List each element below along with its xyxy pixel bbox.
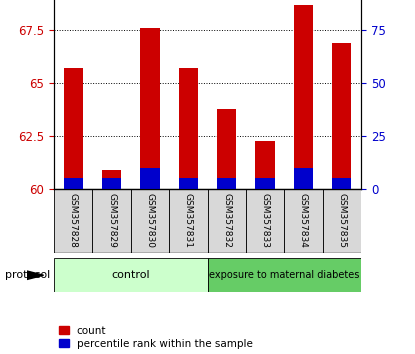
Text: GSM357829: GSM357829 (107, 193, 116, 247)
Text: GSM357834: GSM357834 (299, 193, 308, 247)
Bar (179, 68, 198, 189)
Bar (217, 178, 236, 189)
Bar (332, 178, 352, 189)
Bar (208, 189, 246, 253)
Bar (208, 258, 361, 292)
Text: GSM357828: GSM357828 (68, 193, 78, 247)
Text: GSM357830: GSM357830 (145, 193, 154, 247)
Bar (294, 168, 313, 189)
Bar (102, 178, 121, 189)
Bar (323, 189, 361, 253)
Text: exposure to maternal diabetes: exposure to maternal diabetes (209, 270, 359, 280)
Bar (140, 168, 159, 189)
Bar (294, 5, 313, 189)
Bar (179, 178, 198, 189)
Text: GSM357833: GSM357833 (261, 193, 270, 247)
Bar (102, 170, 121, 189)
Legend: count, percentile rank within the sample: count, percentile rank within the sample (59, 326, 253, 349)
Bar (246, 189, 284, 253)
Bar (256, 141, 275, 189)
Bar (256, 178, 275, 189)
Text: protocol: protocol (5, 270, 50, 280)
Bar (131, 189, 169, 253)
Bar (332, 43, 352, 189)
Text: GSM357831: GSM357831 (184, 193, 193, 247)
Bar (54, 189, 92, 253)
Text: control: control (111, 270, 150, 280)
Bar (217, 109, 236, 189)
Bar (169, 189, 208, 253)
Bar (140, 28, 159, 189)
Bar (284, 189, 323, 253)
Bar (93, 189, 131, 253)
Text: GSM357832: GSM357832 (222, 193, 231, 247)
Text: GSM357835: GSM357835 (337, 193, 347, 247)
Bar (63, 178, 83, 189)
Bar (54, 258, 208, 292)
Bar (63, 68, 83, 189)
Polygon shape (27, 271, 44, 280)
